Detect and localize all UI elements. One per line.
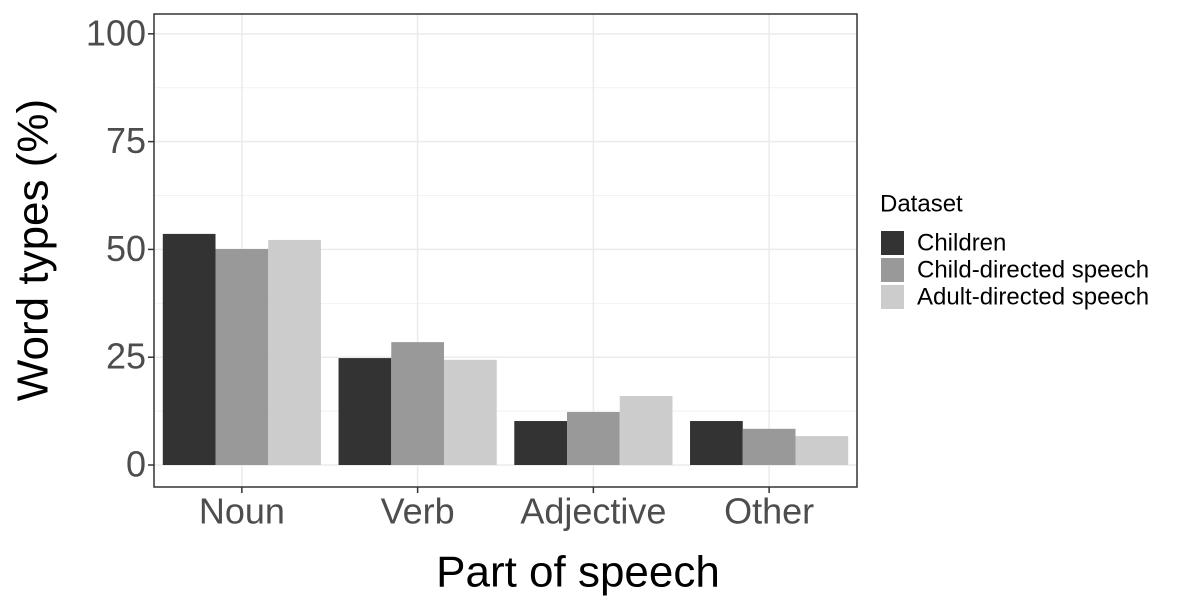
legend-key [881,231,904,255]
bar [443,359,497,466]
bar [742,428,796,466]
bar [338,358,392,466]
legend-label: Child-directed speech [917,256,1149,283]
bar [268,239,321,466]
bar [215,248,269,466]
bar [690,421,743,466]
bar [514,421,568,466]
legend-key [881,258,904,282]
legend-title: Dataset [880,190,963,217]
y-tick-label: 100 [86,12,146,53]
y-axis-title: Word types (%) [9,99,58,401]
x-axis-title: Part of speech [436,548,720,597]
bar [391,342,444,466]
bar [619,396,673,466]
y-tick-label: 25 [106,336,146,377]
x-tick-label: Other [724,491,814,532]
panel-border [153,13,858,488]
x-tick-label: Noun [199,491,285,532]
bar [795,436,849,466]
x-tick-label: Verb [381,491,455,532]
y-tick-label: 50 [106,228,146,269]
y-tick-label: 0 [126,444,146,485]
legend-key [881,285,904,309]
legend-label: Adult-directed speech [917,283,1149,310]
legend-label: Children [917,229,1006,256]
bar [162,233,216,466]
x-tick-label: Adjective [520,491,666,532]
bar [567,411,620,466]
y-tick-label: 75 [106,120,146,161]
